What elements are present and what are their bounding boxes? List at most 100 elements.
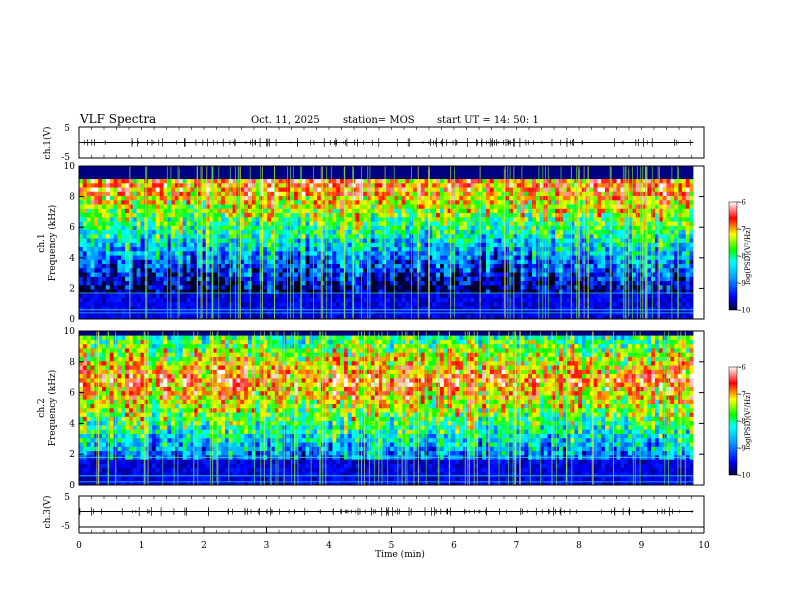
spectrogram-cell: [470, 297, 475, 303]
spectrogram-cell: [113, 285, 118, 290]
spectrogram-cell: [328, 178, 333, 184]
spectrogram-cell: [493, 178, 498, 184]
spectrogram-cell: [155, 183, 160, 188]
spectrogram-cell: [194, 195, 199, 201]
spectrogram-cell: [90, 259, 95, 265]
spectrogram-cell: [98, 285, 103, 290]
spectrogram-cell: [486, 302, 491, 307]
spectrogram-cell: [393, 195, 399, 201]
spectrogram-cell: [98, 289, 103, 294]
spectrogram-cell: [401, 289, 406, 294]
spectrogram-cell: [255, 280, 260, 286]
spectrogram-cell: [182, 314, 187, 319]
spectrogram-cell: [397, 166, 402, 171]
spectrogram-cell: [462, 191, 468, 197]
spectrogram-cell: [393, 187, 399, 192]
spectrogram-cell: [82, 238, 87, 243]
spectrogram-cell: [578, 234, 583, 239]
spectrogram-cell: [163, 263, 168, 269]
spectrogram-cell: [94, 234, 99, 239]
spectrogram-cell: [520, 225, 525, 231]
spectrogram-cell: [163, 187, 168, 192]
spectrogram-cell: [113, 314, 118, 319]
spectrogram-cell: [217, 195, 222, 201]
spectrogram-cell: [221, 229, 226, 235]
spectrogram-cell: [524, 221, 529, 226]
spectrogram-cell: [509, 289, 514, 294]
spectrogram-cell: [136, 255, 141, 260]
spectrogram-cell: [121, 242, 126, 248]
spectrogram-cell: [132, 314, 137, 319]
spectrogram-cell: [286, 242, 291, 248]
spectrogram-cell: [393, 289, 399, 294]
spectrogram-cell: [201, 263, 207, 269]
spectrogram-cell: [462, 251, 468, 256]
spectrogram-cell: [221, 183, 226, 188]
spectrogram-cell: [482, 293, 487, 299]
spectrogram-cell: [466, 276, 471, 282]
spectrogram-cell: [194, 302, 199, 307]
spectrogram-cell: [470, 242, 475, 248]
spectrogram-cell: [267, 191, 272, 197]
spectrogram-cell: [390, 306, 395, 311]
spectrogram-cell: [190, 280, 195, 286]
spectrogram-cell: [263, 276, 268, 282]
spectrogram-cell: [459, 170, 464, 175]
spectrogram-cell: [470, 221, 475, 226]
spectrogram-cell: [217, 285, 222, 290]
spectrogram-cell: [221, 272, 226, 277]
spectrogram-cell: [455, 229, 460, 235]
spectrogram-cell: [447, 314, 452, 319]
spectrogram-cell: [355, 187, 360, 192]
spectrogram-cell: [140, 242, 145, 248]
spectrogram-cell: [593, 212, 598, 218]
spectrogram-cell: [201, 204, 207, 209]
spectrogram-cell: [313, 221, 318, 226]
spectrogram-cell: [470, 178, 475, 184]
spectrogram-cell: [347, 170, 352, 175]
spectrogram-cell: [286, 246, 291, 252]
spectrogram-cell: [555, 255, 560, 260]
spectrogram-cell: [443, 251, 448, 256]
spectrogram-cell: [562, 289, 567, 294]
spectrogram-cell: [366, 276, 372, 282]
spectrogram-cell: [466, 272, 471, 277]
spectrogram-cell: [86, 255, 91, 260]
spectrogram-cell: [482, 225, 487, 231]
spectrogram-cell: [535, 297, 541, 303]
spectrogram-cell: [374, 289, 379, 294]
spectrogram-cell: [159, 246, 164, 252]
spectrogram-cell: [163, 204, 168, 209]
spectrogram-cell: [213, 259, 218, 265]
spectrogram-cell: [436, 276, 441, 282]
spectrogram-cell: [190, 204, 195, 209]
spectrogram-cell: [524, 191, 529, 197]
spectrogram-cell: [117, 174, 122, 180]
spectrogram-cell: [159, 255, 164, 260]
spectrogram-cell: [286, 204, 291, 209]
spectrogram-cell: [455, 263, 460, 269]
spectrogram-cell: [343, 183, 349, 188]
spectrogram-cell: [447, 255, 452, 260]
spectrogram-cell: [190, 272, 195, 277]
spectrogram-cell: [482, 259, 487, 265]
spectrogram-cell: [278, 268, 283, 273]
spectrogram-cell: [393, 259, 399, 265]
spectrogram-cell: [178, 208, 183, 214]
spectrogram-cell: [451, 246, 456, 252]
spectrogram-cell: [336, 166, 341, 171]
spectrogram-cell: [328, 242, 333, 248]
spectrogram-cell: [343, 268, 349, 273]
spectrogram-cell: [167, 263, 172, 269]
spectrogram-cell: [390, 191, 395, 197]
spectrogram-cell: [94, 212, 99, 218]
spectrogram-cell: [439, 306, 445, 311]
spectrogram-cell: [597, 314, 602, 319]
spectrogram-cell: [566, 234, 571, 239]
figure-title: VLF Spectra: [79, 112, 156, 126]
spectrogram-cell: [393, 229, 399, 235]
spectrogram-cell: [532, 297, 537, 303]
spectrogram-cell: [270, 170, 276, 175]
spectrogram-cell: [405, 238, 410, 243]
spectrogram-cell: [313, 263, 318, 269]
